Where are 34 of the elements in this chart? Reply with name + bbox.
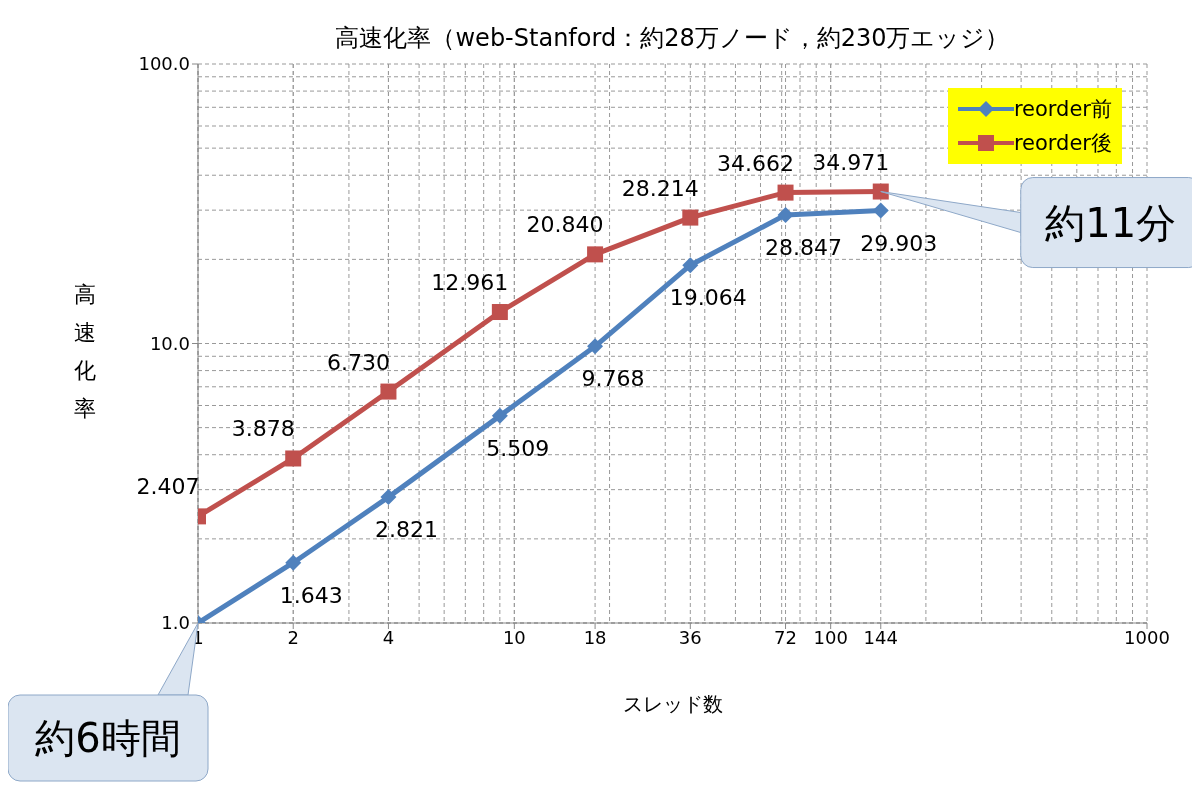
data-label: 2.407 xyxy=(136,474,200,500)
annotation: 約11分 xyxy=(1045,199,1177,246)
data-label: 3.878 xyxy=(231,416,295,442)
x-tick-label: 18 xyxy=(583,626,607,648)
y-tick-label: 1.0 xyxy=(161,612,190,634)
x-tick-label: 1000 xyxy=(1124,626,1170,648)
data-label: 6.730 xyxy=(326,349,390,375)
legend-label: reorder後 xyxy=(1013,130,1112,157)
x-tick-label: 10 xyxy=(502,626,526,648)
x-tick-label: 4 xyxy=(382,626,395,648)
data-label: 2.821 xyxy=(374,517,438,543)
data-label: 5.509 xyxy=(486,435,550,461)
data-label: 12.961 xyxy=(431,270,509,296)
annotation: 約6時間 xyxy=(35,715,181,761)
data-label: 1.643 xyxy=(279,582,343,608)
data-label: 9.768 xyxy=(581,366,645,392)
x-tick-label: 2 xyxy=(287,626,299,648)
x-tick-label: 72 xyxy=(774,626,797,648)
data-label: 34.971 xyxy=(812,149,890,175)
data-label: 28.847 xyxy=(765,234,843,260)
x-axis-title: スレッド数 xyxy=(621,691,724,718)
data-label: 34.662 xyxy=(717,150,795,176)
data-label: 28.214 xyxy=(621,175,699,201)
x-tick-label: 36 xyxy=(678,626,702,648)
chart-title: 高速化率（web-Stanford：約28万ノード，約230万エッジ） xyxy=(334,23,1011,54)
data-label: 19.064 xyxy=(669,285,747,311)
y-axis-title: 高速化率 xyxy=(73,281,97,423)
data-label: 20.840 xyxy=(526,212,604,238)
legend-label: reorder前 xyxy=(1013,96,1112,123)
y-tick-label: 10.0 xyxy=(149,332,190,354)
x-tick-label: 144 xyxy=(863,626,898,648)
x-tick-label: 100 xyxy=(813,626,848,648)
data-label: 29.903 xyxy=(860,230,938,256)
y-tick-label: 100.0 xyxy=(138,53,190,75)
